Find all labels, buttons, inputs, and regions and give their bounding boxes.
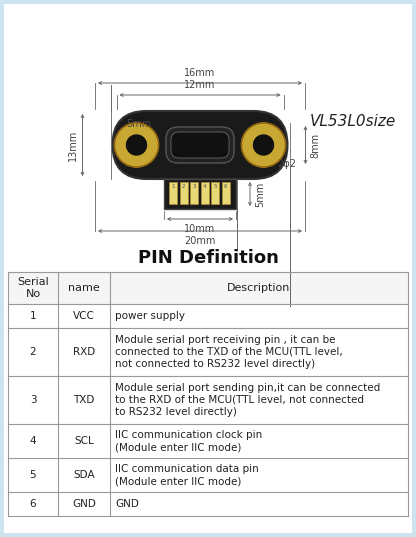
Bar [211,182,219,204]
FancyBboxPatch shape [112,111,287,179]
Text: RXD: RXD [73,347,95,357]
Text: 20mm: 20mm [184,236,215,246]
Text: name: name [68,283,100,293]
Text: GND: GND [72,499,96,509]
Bar [8,424,408,458]
Text: VL53L0size: VL53L0size [310,113,396,128]
Text: 2φ2: 2φ2 [277,159,297,169]
Text: Module serial port receiving pin , it can be
connected to the TXD of the MCU(TTL: Module serial port receiving pin , it ca… [115,335,343,369]
Text: 4: 4 [30,436,36,446]
Text: SDA: SDA [73,470,95,480]
Text: IIC communication clock pin
(Module enter IIC mode): IIC communication clock pin (Module ente… [115,430,262,452]
Text: IIC communication data pin
(Module enter IIC mode): IIC communication data pin (Module enter… [115,464,259,486]
Text: 8mm: 8mm [310,133,320,157]
Text: Module serial port sending pin,it can be connected
to the RXD of the MCU(TTL lev: Module serial port sending pin,it can be… [115,382,380,417]
Text: 16mm: 16mm [184,68,215,78]
Text: 5: 5 [30,470,36,480]
Bar [8,492,408,516]
Bar [8,272,408,304]
Text: Description: Description [227,283,291,293]
Text: 12mm: 12mm [184,80,215,90]
Text: 10mm: 10mm [184,224,215,234]
Circle shape [114,123,158,167]
Text: GND: GND [115,499,139,509]
Text: 6: 6 [30,499,36,509]
Text: 13mm: 13mm [67,129,77,161]
Bar [8,458,408,492]
Bar [8,376,408,424]
Circle shape [126,135,146,155]
Bar [190,182,198,204]
Text: SCL: SCL [74,436,94,446]
Bar [164,179,236,209]
Circle shape [253,135,273,155]
Text: 6: 6 [224,184,227,189]
Text: 5mm: 5mm [255,182,265,207]
Text: 2: 2 [30,347,36,357]
Text: 5mm: 5mm [126,119,151,129]
Bar [8,328,408,376]
Text: TXD: TXD [73,395,95,405]
Text: 3: 3 [30,395,36,405]
Text: 4: 4 [203,184,206,189]
Text: Serial
No: Serial No [17,277,49,299]
Bar [221,182,230,204]
Text: 5: 5 [213,184,217,189]
Text: VCC: VCC [73,311,95,321]
FancyBboxPatch shape [166,127,234,163]
Text: PIN Definition: PIN Definition [138,249,278,267]
Text: 1: 1 [171,184,175,189]
Bar [179,182,188,204]
Text: power supply: power supply [115,311,185,321]
Text: 1: 1 [30,311,36,321]
FancyBboxPatch shape [171,132,229,158]
Text: 3: 3 [192,184,196,189]
Text: 2: 2 [182,184,185,189]
Bar [8,304,408,328]
Circle shape [242,123,285,167]
Bar [169,182,177,204]
Bar [201,182,208,204]
